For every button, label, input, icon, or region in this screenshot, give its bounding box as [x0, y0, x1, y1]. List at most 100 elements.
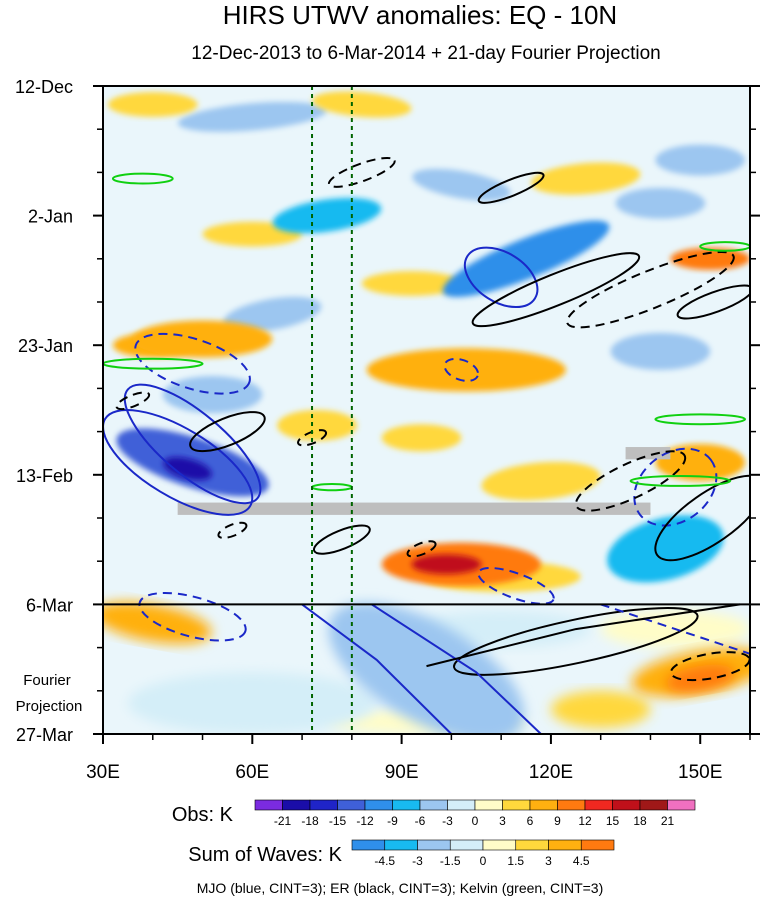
colorbar-tick-label: 6: [527, 814, 534, 828]
colorbar-swatch: [364, 799, 393, 811]
colorbar-tick-label: 21: [661, 814, 675, 828]
waves-colorbar: -4.5 -3 -1.5 0 1.5 3 4.5 Sum of Waves: K: [188, 839, 615, 868]
colorbar-swatch: [474, 799, 503, 811]
projection-blob: [665, 664, 735, 693]
kelvin-contour: [654, 413, 747, 426]
colorbar-swatch: [282, 799, 311, 811]
anomaly-blob: [655, 144, 746, 176]
anomaly-blob: [366, 348, 566, 392]
colorbar-swatch: [515, 839, 549, 851]
colorbar-swatch: [580, 839, 615, 851]
colorbar-tick-label: -3: [442, 814, 453, 828]
colorbar-tick-label: 9: [554, 814, 561, 828]
colorbar-swatch: [309, 799, 338, 811]
colorbar-swatch: [639, 799, 668, 811]
mjo-projection-line: [301, 603, 453, 734]
projection-label-line2: Projection: [16, 698, 83, 715]
y-tick-label: 23-Jan: [18, 336, 73, 356]
colorbar-swatch: [392, 799, 421, 811]
colorbar-tick-label: 3: [545, 854, 552, 868]
colorbar-tick-label: 18: [633, 814, 647, 828]
x-tick-label: 120E: [529, 762, 573, 783]
er-projection-line: [426, 603, 741, 668]
er-contour: [297, 429, 328, 447]
er-contour: [477, 171, 545, 204]
mjo-contour: [477, 566, 555, 605]
anomaly-blob: [381, 424, 462, 452]
colorbar-swatch: [449, 839, 484, 851]
mjo-contour: [138, 591, 247, 642]
wave-contours: [103, 156, 750, 734]
er-contour: [312, 524, 371, 555]
colorbar-tick-label: 0: [472, 814, 479, 828]
mjo-projection-line: [371, 603, 542, 734]
x-tick-label: 90E: [385, 762, 419, 783]
missing-data: [177, 447, 671, 515]
colorbar-swatch: [384, 839, 418, 851]
er-contour: [574, 450, 687, 512]
colorbar-tick-label: -15: [329, 814, 347, 828]
x-tick-label: 60E: [235, 762, 269, 783]
er-contour: [217, 521, 248, 539]
colorbar-swatch: [417, 839, 451, 851]
colorbar-title: Sum of Waves: K: [188, 844, 342, 866]
chart-subtitle: 12-Dec-2013 to 6-Mar-2014 + 21-day Fouri…: [191, 43, 660, 64]
anomaly-blob: [223, 296, 322, 332]
kelvin-contour: [111, 172, 174, 185]
er-contour: [406, 540, 437, 558]
mjo-contour: [123, 383, 262, 505]
colorbar-tick-label: 15: [606, 814, 620, 828]
er-contour: [471, 252, 641, 328]
er-contour: [189, 411, 266, 453]
colorbar-tick-label: -6: [415, 814, 426, 828]
colorbar-tick-label: 4.5: [573, 854, 590, 868]
er-contour: [453, 607, 699, 676]
colorbar-tick-label: -3: [412, 854, 423, 868]
anomaly-blob: [272, 197, 382, 234]
anomaly-blob: [107, 92, 198, 117]
anomaly-blob: [531, 162, 641, 195]
mjo-contour: [463, 246, 539, 309]
anomaly-blob: [361, 271, 462, 296]
projection-blob: [550, 690, 651, 728]
anomaly-blob: [163, 457, 212, 481]
x-tick-label: 150E: [678, 762, 722, 783]
plot-area: [103, 86, 750, 734]
missing-data-bar: [177, 502, 651, 515]
colorbar-swatch: [502, 799, 531, 811]
colorbar-swatch: [419, 799, 448, 811]
colorbar-swatch: [667, 799, 696, 811]
x-tick-label: 30E: [86, 762, 120, 783]
kelvin-contour: [103, 357, 204, 370]
colorbar-swatch: [548, 839, 582, 851]
colorbar-tick-label: 3: [499, 814, 506, 828]
colorbar-tick-label: 12: [578, 814, 592, 828]
colorbar-tick-label: -18: [301, 814, 319, 828]
colorbar-tick-label: -9: [387, 814, 398, 828]
missing-data-bar: [625, 447, 671, 460]
colorbar-tick-label: -4.5: [374, 854, 395, 868]
colorbar-swatch: [254, 799, 283, 811]
wave-caption: MJO (blue, CINT=3); ER (black, CINT=3); …: [197, 880, 604, 896]
er-contour: [654, 474, 750, 562]
colorbar-swatch: [557, 799, 586, 811]
anomaly-blob: [162, 376, 263, 414]
colorbar-tick-label: 1.5: [507, 854, 524, 868]
anomaly-blob: [177, 101, 327, 132]
anomaly-blob: [312, 91, 412, 118]
er-contour: [676, 284, 750, 320]
projection-blob: [127, 672, 377, 734]
colorbar-swatch: [584, 799, 613, 811]
projection-label-line1: Fourier: [23, 672, 71, 689]
mjo-contour: [103, 409, 254, 516]
er-contour: [566, 250, 735, 329]
y-tick-label: 2-Jan: [28, 207, 73, 227]
anomaly-blob: [411, 554, 482, 575]
colorbar-tick-label: 0: [480, 854, 487, 868]
anomaly-blob: [481, 461, 601, 501]
projection-blob: [328, 602, 525, 734]
anomaly-blob: [442, 220, 610, 298]
plot-frame: [102, 85, 751, 735]
anomaly-blob: [670, 247, 750, 270]
axes: 12-Dec 2-Jan 23-Jan 13-Feb 6-Mar 27-Mar 30E 60E…: [15, 77, 760, 783]
